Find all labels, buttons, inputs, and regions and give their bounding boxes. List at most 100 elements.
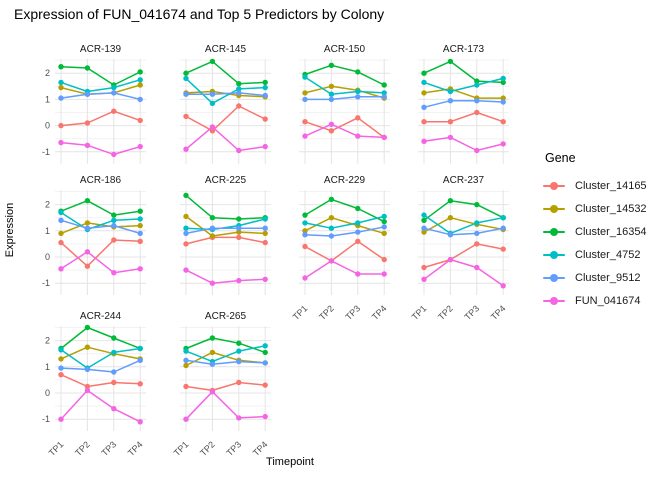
legend-item-Cluster_14165: Cluster_14165 [543, 174, 647, 197]
x-tick-label: TP2 [317, 303, 336, 322]
data-point-Cluster_14532 [183, 362, 189, 369]
data-point-Cluster_9512 [183, 91, 189, 97]
facet-title: ACR-237 [443, 175, 485, 186]
data-point-Cluster_9512 [447, 232, 454, 238]
data-point-FUN_041674 [302, 275, 308, 281]
data-point-Cluster_9512 [236, 358, 242, 365]
data-point-Cluster_4752 [302, 220, 308, 226]
data-point-FUN_041674 [111, 270, 117, 276]
data-point-Cluster_16354 [236, 81, 242, 87]
legend-label: Cluster_14532 [575, 202, 647, 215]
series-line-FUN_041674 [304, 123, 385, 139]
data-point-Cluster_16354 [447, 58, 454, 65]
series-line-Cluster_4752 [60, 347, 141, 369]
data-point-Cluster_16354 [183, 70, 189, 76]
data-point-Cluster_9512 [302, 232, 308, 238]
legend-label: Cluster_4752 [575, 248, 641, 261]
series-line-Cluster_14532 [423, 88, 504, 99]
data-point-Cluster_16354 [381, 82, 387, 88]
data-point-Cluster_14165 [421, 264, 427, 271]
x-axis-title: Timepoint [266, 456, 314, 468]
series-line-FUN_041674 [185, 126, 266, 152]
y-tick-label: 0 [45, 121, 50, 131]
facet-title: ACR-186 [80, 175, 122, 186]
gridlines [180, 326, 271, 431]
data-point-Cluster_14165 [262, 116, 268, 122]
data-point-FUN_041674 [209, 280, 216, 286]
series-line-Cluster_9512 [423, 99, 504, 109]
data-point-Cluster_16354 [209, 335, 216, 341]
gridlines [299, 58, 390, 164]
data-point-Cluster_4752 [58, 209, 64, 216]
data-point-Cluster_14165 [302, 119, 308, 125]
data-point-Cluster_14165 [111, 379, 117, 386]
data-point-Cluster_14532 [209, 233, 216, 239]
data-point-Cluster_14165 [474, 109, 480, 116]
data-point-FUN_041674 [84, 387, 91, 394]
data-point-Cluster_4752 [58, 347, 64, 353]
data-point-Cluster_4752 [137, 77, 143, 83]
data-point-Cluster_14532 [58, 230, 64, 237]
data-point-Cluster_9512 [137, 357, 143, 363]
data-point-Cluster_4752 [137, 345, 143, 352]
data-point-Cluster_14165 [84, 120, 91, 126]
data-point-Cluster_4752 [328, 91, 335, 97]
data-point-Cluster_14532 [58, 356, 64, 362]
data-point-Cluster_16354 [111, 212, 117, 218]
data-point-Cluster_4752 [58, 79, 64, 86]
data-point-Cluster_4752 [447, 88, 454, 95]
data-point-Cluster_14532 [58, 84, 64, 91]
data-point-FUN_041674 [328, 258, 335, 264]
data-point-Cluster_14532 [137, 82, 143, 88]
data-point-Cluster_4752 [183, 225, 189, 231]
data-point-Cluster_4752 [262, 216, 268, 222]
gridlines [299, 190, 390, 295]
data-point-Cluster_4752 [381, 213, 387, 220]
data-point-FUN_041674 [183, 416, 189, 422]
data-point-Cluster_4752 [328, 225, 335, 231]
data-point-Cluster_4752 [209, 100, 216, 107]
data-point-FUN_041674 [236, 415, 242, 421]
series-line-Cluster_16354 [60, 199, 141, 216]
series-line-Cluster_16354 [185, 60, 266, 85]
data-point-Cluster_9512 [236, 225, 242, 231]
x-tick-label: TP4 [126, 439, 145, 458]
data-point-FUN_041674 [236, 277, 242, 284]
legend-label: Cluster_9512 [575, 271, 641, 284]
data-point-Cluster_14165 [262, 239, 268, 246]
series-line-FUN_041674 [60, 389, 141, 423]
facet-title: ACR-265 [205, 311, 247, 322]
legend-label: Cluster_14165 [575, 179, 647, 192]
facet-panel-ACR-145: ACR-145 [180, 44, 271, 164]
series-line-Cluster_4752 [185, 345, 266, 363]
facet-panel-ACR-225: ACR-225 [180, 175, 271, 295]
data-point-FUN_041674 [262, 413, 268, 420]
legend-key-icon [543, 202, 565, 216]
y-tick-label: 1 [45, 94, 50, 104]
data-point-Cluster_9512 [209, 91, 216, 97]
data-point-FUN_041674 [262, 276, 268, 282]
data-point-Cluster_16354 [474, 201, 480, 208]
data-point-Cluster_9512 [137, 96, 143, 103]
data-point-Cluster_14165 [58, 239, 64, 246]
data-point-FUN_041674 [447, 134, 454, 141]
data-point-Cluster_16354 [84, 198, 91, 204]
data-point-Cluster_14532 [302, 228, 308, 234]
data-point-Cluster_9512 [355, 229, 361, 235]
data-point-Cluster_14532 [421, 90, 427, 96]
data-point-Cluster_9512 [84, 366, 91, 373]
data-point-Cluster_9512 [111, 90, 117, 96]
series-line-FUN_041674 [185, 390, 266, 420]
series-line-Cluster_14532 [60, 346, 141, 360]
series-line-Cluster_16354 [60, 65, 141, 86]
facet-panel-ACR-229: ACR-229 TP1 TP2 TP3 TP4 [291, 175, 390, 322]
data-point-Cluster_14165 [183, 383, 189, 390]
data-point-Cluster_4752 [111, 84, 117, 91]
data-point-Cluster_9512 [262, 92, 268, 99]
series-line-Cluster_14165 [304, 240, 385, 262]
data-point-Cluster_14165 [500, 119, 506, 125]
data-point-FUN_041674 [381, 134, 387, 141]
data-point-Cluster_14165 [421, 119, 427, 125]
data-point-Cluster_14165 [302, 243, 308, 250]
